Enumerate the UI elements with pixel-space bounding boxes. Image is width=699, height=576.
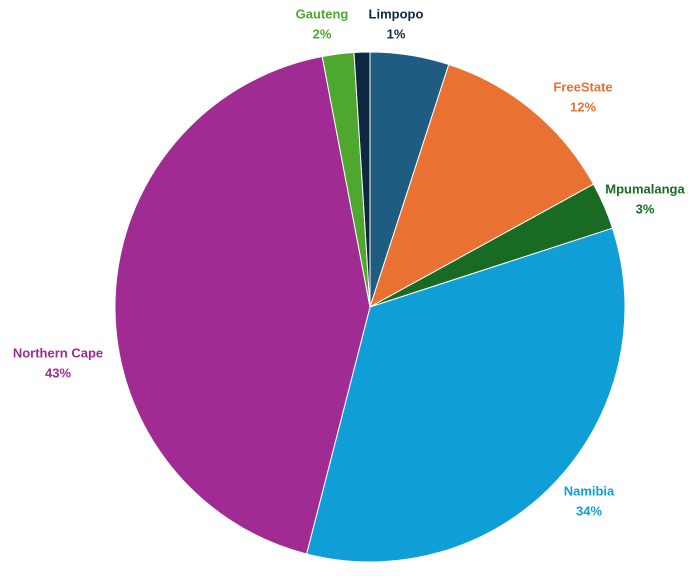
slice-label: Northern Cape bbox=[13, 345, 103, 360]
pie-slice bbox=[114, 55, 371, 555]
value-label: 3% bbox=[636, 201, 655, 216]
value-label: 43% bbox=[45, 365, 71, 380]
value-label: 12% bbox=[570, 99, 596, 114]
value-label: 2% bbox=[313, 26, 332, 41]
slice-label: Limpopo bbox=[369, 6, 424, 21]
value-label: 1% bbox=[387, 26, 406, 41]
pie-slice bbox=[369, 63, 595, 309]
slice-label: FreeState bbox=[553, 79, 612, 94]
slice-label: Mpumalanga bbox=[605, 181, 685, 196]
slice-label: Gauteng bbox=[296, 6, 349, 21]
value-label: 34% bbox=[576, 503, 602, 518]
pie-slice bbox=[305, 227, 626, 563]
pie-slice bbox=[353, 51, 371, 308]
slice-label: Namibia bbox=[564, 483, 615, 498]
